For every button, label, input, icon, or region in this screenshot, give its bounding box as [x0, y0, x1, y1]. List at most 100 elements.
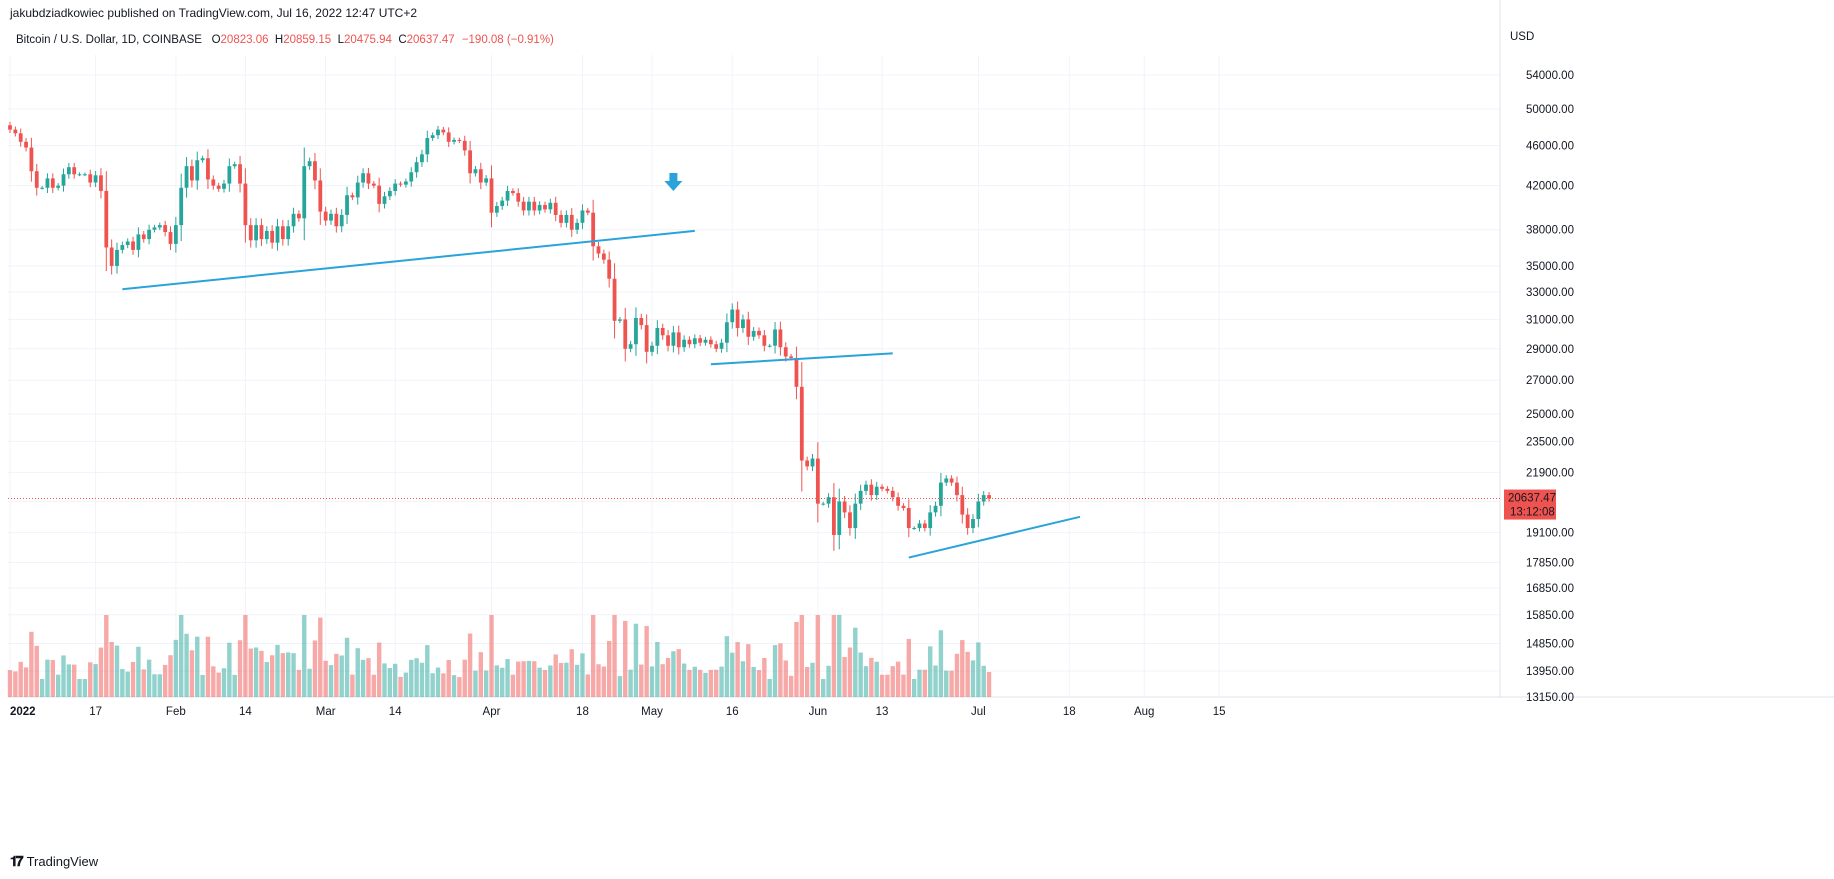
candle-body — [746, 319, 751, 337]
volume-bar — [291, 653, 296, 697]
volume-bar — [371, 674, 376, 697]
candle-body — [976, 501, 981, 520]
volume-bar — [66, 664, 72, 697]
x-tick-label: 18 — [1063, 706, 1076, 718]
candle-body — [858, 490, 863, 504]
symbol-name: Bitcoin / U.S. Dollar, 1D, COINBASE — [16, 34, 202, 46]
candle-body — [66, 167, 71, 175]
volume-bar — [612, 615, 617, 697]
candle-body — [8, 125, 12, 130]
candle-body — [286, 226, 291, 240]
x-tick-label: 13 — [876, 706, 889, 718]
volume-bar — [863, 666, 869, 697]
volume-bar — [312, 640, 318, 697]
candle-body — [446, 132, 451, 142]
candle-body — [922, 523, 927, 529]
volume-bar — [574, 664, 580, 697]
volume-bar — [649, 666, 655, 697]
volume-bar — [483, 670, 489, 697]
volume-bar — [280, 653, 286, 697]
volume-bar — [986, 671, 992, 697]
candle-body — [280, 226, 285, 240]
candle-body — [698, 338, 703, 343]
volume-bar — [724, 636, 730, 697]
candle-body — [521, 201, 526, 211]
candle-body — [366, 173, 371, 184]
candle-body — [232, 164, 237, 167]
volume-bar — [655, 642, 660, 697]
candle-body — [77, 174, 82, 176]
volume-bar — [221, 668, 227, 697]
candle-body — [874, 486, 879, 496]
volume-bar — [162, 664, 168, 697]
candle-body — [660, 327, 665, 336]
volume-bar — [184, 633, 189, 697]
volume-bar — [874, 661, 879, 697]
publisher-line: jakubdziadkowiec published on TradingVie… — [10, 6, 418, 20]
volume-bar — [398, 676, 403, 697]
volume-bar — [521, 661, 526, 697]
candle-body — [307, 161, 312, 167]
candle-body — [259, 225, 264, 240]
candle-body — [912, 528, 917, 530]
volume-bar — [564, 662, 569, 697]
x-tick-label: Aug — [1134, 706, 1154, 718]
brand-label: TradingView — [26, 854, 99, 869]
candle-body — [216, 185, 221, 189]
candle-body — [382, 196, 387, 204]
candle-body — [222, 183, 226, 189]
volume-bar — [607, 640, 612, 697]
y-tick-label: 46000.00 — [1526, 141, 1574, 153]
volume-bar — [821, 679, 826, 697]
candle-body — [725, 322, 729, 343]
volume-bar — [590, 615, 596, 697]
candle-body — [794, 357, 799, 387]
candle-body — [537, 204, 542, 211]
candle-body — [313, 161, 317, 181]
candle-body — [72, 167, 77, 175]
volume-bar — [714, 669, 719, 697]
volume-bar — [976, 642, 981, 697]
volume-bar — [585, 674, 590, 697]
volume-bar — [216, 672, 221, 697]
candle-body — [61, 174, 66, 186]
price-axis[interactable]: 54000.00 50000.00 46000.00 42000.00 38000.00… — [1526, 70, 1574, 704]
candle-body — [168, 232, 173, 244]
y-tick-label: 19100.00 — [1526, 528, 1574, 540]
volume-bar — [922, 669, 928, 697]
candle-body — [195, 160, 200, 181]
candle-body — [500, 200, 505, 207]
volume-bar — [419, 662, 425, 697]
candle-body — [371, 183, 376, 186]
candle-body — [618, 319, 622, 321]
candle-body — [628, 344, 633, 349]
volume-bar — [639, 664, 644, 697]
volume-bar — [98, 647, 104, 697]
candle-body — [505, 190, 510, 201]
candle-body — [564, 214, 569, 223]
candle-body — [200, 158, 205, 161]
candle-body — [655, 327, 660, 346]
candle-body — [532, 201, 537, 211]
candle-body — [436, 129, 440, 136]
candle-body — [404, 181, 408, 185]
volume-bar — [77, 679, 82, 697]
low-label: L — [337, 34, 344, 46]
tradingview-brand[interactable]: 𝟏𝟕 TradingView — [10, 853, 98, 870]
y-tick-label: 31000.00 — [1526, 314, 1574, 326]
time-axis[interactable]: 2022 17 Feb 14 Mar 14 Apr 18 May 16 Jun 13 Jul 18 Aug 1… — [10, 706, 1225, 718]
volume-bar — [853, 627, 858, 697]
volume-bar — [665, 657, 671, 697]
volume-bar — [505, 659, 510, 697]
volume-bar — [783, 660, 788, 697]
volume-bar — [286, 652, 291, 697]
volume-bar — [949, 670, 954, 697]
candle-body — [864, 484, 868, 491]
candle-body — [452, 139, 456, 142]
candle-body — [960, 495, 965, 515]
volume-bar — [906, 638, 911, 697]
candle-body — [264, 230, 269, 240]
volume-bar — [847, 647, 853, 697]
candle-body — [179, 187, 184, 226]
